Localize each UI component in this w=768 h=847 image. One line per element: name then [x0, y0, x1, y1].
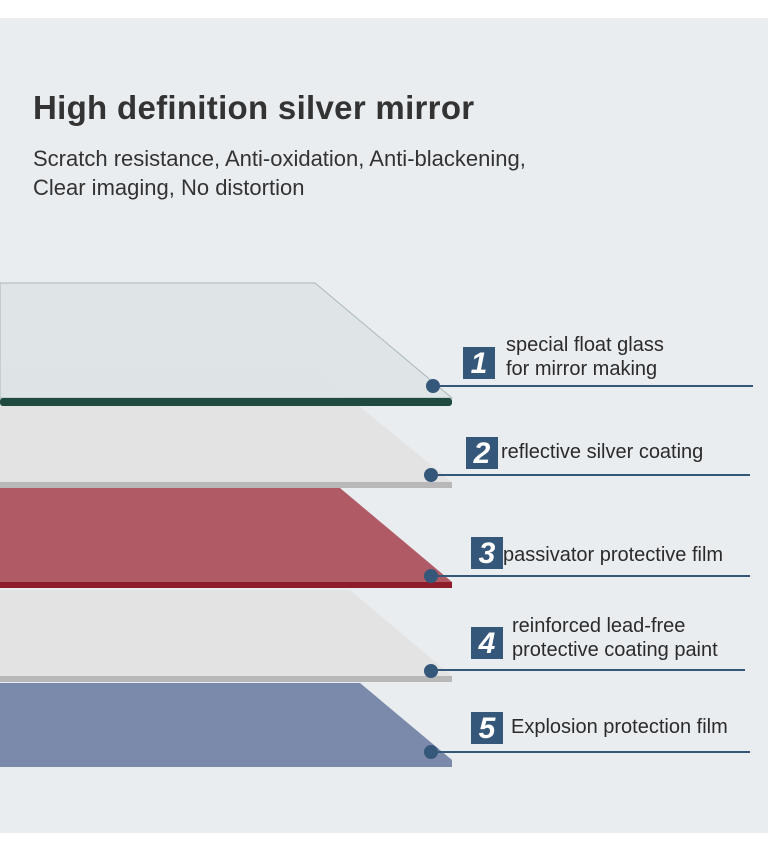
- layer-2-edge: [0, 482, 452, 488]
- layer-number-badge: 3: [471, 537, 503, 570]
- layer-3-passivator-film: [0, 488, 452, 582]
- layer-label: Explosion protection film: [511, 715, 728, 739]
- label-line: Explosion protection film: [511, 716, 728, 738]
- layer-label: reinforced lead-free protective coating …: [512, 614, 718, 662]
- label-line: protective coating paint: [512, 639, 718, 661]
- label-line: passivator protective film: [503, 544, 724, 566]
- leader-dot-4: [424, 664, 438, 678]
- subtitle: Scratch resistance, Anti-oxidation, Anti…: [33, 144, 526, 202]
- page-title: High definition silver mirror: [33, 89, 475, 126]
- layer-number-badge: 5: [471, 712, 503, 745]
- layer-4-coating-paint: [0, 590, 452, 676]
- label-line: reinforced lead-free: [512, 615, 686, 637]
- layer-number-badge: 1: [463, 347, 495, 380]
- layer-1-float-glass: [0, 282, 454, 399]
- layer-1-edge: [0, 398, 452, 406]
- layer-label: passivator protective film: [503, 543, 723, 567]
- subtitle-line: Clear imaging, No distortion: [33, 175, 305, 200]
- label-line: reflective silver coating: [501, 441, 704, 463]
- layer-label: special float glass for mirror making: [506, 333, 664, 381]
- leader-dot-5: [424, 745, 438, 759]
- layer-number-badge: 2: [466, 437, 498, 470]
- layer-3-edge: [0, 582, 452, 588]
- layer-label: reflective silver coating: [501, 440, 703, 464]
- label-line: for mirror making: [506, 358, 658, 380]
- subtitle-line: Scratch resistance, Anti-oxidation, Anti…: [33, 146, 526, 171]
- layer-number-badge: 4: [471, 627, 503, 660]
- layer-4-edge: [0, 676, 452, 682]
- layer-5-blue-film: [0, 683, 452, 767]
- leader-dot-2: [424, 468, 438, 482]
- label-line: special float glass: [506, 334, 664, 356]
- leader-dot-1: [426, 379, 440, 393]
- leader-dot-3: [424, 569, 438, 583]
